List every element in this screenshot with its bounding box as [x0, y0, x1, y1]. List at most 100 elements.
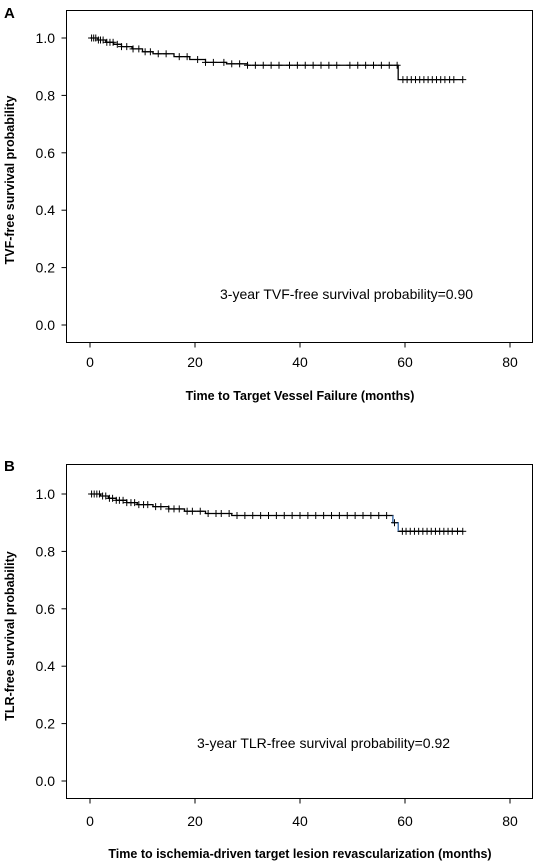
panel-b-censor-mark — [249, 512, 257, 520]
panel-a-y-title: TVF-free survival probability — [3, 96, 17, 265]
panel-a-y-tick-label: 0.6 — [36, 145, 56, 161]
panel-a-censor-mark — [154, 50, 162, 58]
panel-b-censor-mark — [296, 512, 304, 520]
panel-b-y-tick-label: 0.0 — [36, 773, 56, 789]
panel-a-y-tick-label: 0.4 — [36, 202, 56, 218]
panel-b-x-tick-label: 0 — [86, 813, 94, 829]
panel-b-censor-mark — [119, 496, 127, 504]
panel-b-censor-mark — [217, 510, 225, 518]
panel-b-censor-mark — [102, 492, 110, 500]
panel-b-censor-mark — [375, 512, 383, 520]
panel-a: A 0 20 40 60 80 0.0 0.2 0.4 0.6 0.8 1.0 3-year TV… — [3, 5, 533, 403]
panel-b-censor-mark — [241, 512, 249, 520]
panel-b-y-title: TLR-free survival probability — [3, 551, 17, 721]
panel-a-censor-mark — [162, 50, 170, 58]
panel-b-letter: B — [4, 458, 15, 475]
panel-a-censor-mark — [194, 56, 202, 64]
panel-b-censor-mark — [175, 505, 183, 513]
panel-a-x-tick-label: 40 — [292, 354, 308, 370]
panel-a-y-tick-label: 0.2 — [36, 260, 56, 276]
panel-b-censor-mark — [225, 510, 233, 518]
panel-b-x-tick-label: 80 — [502, 813, 518, 829]
panel-b-censor-mark — [367, 512, 375, 520]
panel-a-y-ticks: 0.0 0.2 0.4 0.6 0.8 1.0 — [36, 30, 67, 333]
panel-a-censor-mark — [293, 61, 301, 69]
panel-a-censor-mark — [146, 48, 154, 56]
panel-b-y-tick-label: 0.8 — [36, 543, 56, 559]
panel-a-annotation: 3-year TVF-free survival probability=0.9… — [220, 286, 473, 302]
panel-a-censor-mark — [275, 61, 283, 69]
panel-a-censor-mark — [309, 61, 317, 69]
panel-b-censor-mark — [265, 512, 272, 520]
panel-b-censor-mark — [343, 512, 351, 520]
panel-b-x-ticks: 0 20 40 60 80 — [86, 798, 518, 829]
panel-a-censor-marks — [88, 34, 467, 84]
panel-a-censor-mark — [135, 45, 143, 53]
panel-b-censor-mark — [272, 512, 280, 520]
panel-a-censor-mark — [450, 76, 458, 84]
panel-a-x-tick-label: 20 — [187, 354, 203, 370]
panel-a-censor-mark — [377, 61, 385, 69]
panel-a-x-tick-label: 80 — [502, 354, 518, 370]
panel-a-censor-mark — [175, 53, 183, 61]
panel-a-censor-mark — [109, 38, 117, 46]
panel-a-censor-mark — [259, 61, 267, 69]
panel-a-censor-mark — [459, 76, 467, 84]
panel-a-censor-mark — [99, 36, 107, 44]
panel-b-km-drop-segment — [392, 515, 399, 532]
panel-a-censor-mark — [251, 61, 259, 69]
panel-b: B 0 20 40 60 80 0.0 0.2 0.4 0.6 0.8 1.0 3-year TL… — [3, 458, 533, 861]
panel-b-censor-mark — [109, 494, 117, 502]
panel-b-y-tick-label: 0.6 — [36, 601, 56, 617]
panel-a-censor-mark — [267, 61, 275, 69]
panel-b-censor-mark — [383, 512, 391, 520]
panel-a-censor-mark — [228, 60, 236, 68]
panel-a-censor-mark — [333, 61, 341, 69]
panel-b-censor-mark — [328, 512, 335, 520]
panel-a-censor-mark — [301, 61, 309, 69]
panel-b-censor-mark — [196, 507, 204, 515]
panel-b-censor-mark — [320, 512, 328, 520]
panel-b-annotation: 3-year TLR-free survival probability=0.9… — [197, 735, 450, 751]
panel-a-censor-mark — [354, 61, 362, 69]
panel-b-y-ticks: 0.0 0.2 0.4 0.6 0.8 1.0 — [36, 486, 67, 789]
panel-a-survival-curve — [90, 37, 463, 81]
panel-a-censor-mark — [325, 61, 333, 69]
panel-a-censor-mark — [385, 61, 393, 69]
panel-b-censor-mark — [188, 507, 196, 515]
panel-b-censor-mark — [204, 510, 212, 518]
panel-b-censor-mark — [157, 503, 165, 511]
panel-b-censor-mark — [131, 499, 139, 507]
panel-b-censor-mark — [144, 501, 152, 509]
panel-b-censor-mark — [304, 512, 312, 520]
panel-a-censor-mark — [113, 40, 121, 48]
panel-b-censor-mark — [391, 519, 398, 527]
panel-b-censor-mark — [288, 512, 296, 520]
panel-b-x-title: Time to ischemia-driven target lesion re… — [108, 847, 491, 861]
panel-a-y-tick-label: 1.0 — [36, 30, 56, 46]
panel-a-censor-mark — [286, 61, 293, 69]
panel-a-x-title: Time to Target Vessel Failure (months) — [186, 389, 415, 403]
panel-a-x-ticks: 0 20 40 60 80 — [86, 342, 518, 370]
panel-a-y-tick-label: 0.8 — [36, 87, 56, 103]
panel-b-x-tick-label: 40 — [292, 813, 308, 829]
panel-a-censor-mark — [209, 58, 217, 66]
panel-a-censor-mark — [123, 43, 131, 51]
panel-a-censor-mark — [370, 61, 377, 69]
panel-a-censor-mark — [202, 58, 209, 66]
panel-b-censor-mark — [257, 512, 265, 520]
panel-b-censor-mark — [359, 512, 367, 520]
panel-a-km-step-line — [90, 37, 463, 81]
panel-a-censor-mark — [362, 61, 370, 69]
panel-a-censor-mark — [393, 61, 401, 69]
panel-b-y-tick-label: 0.2 — [36, 716, 56, 732]
panel-b-censor-mark — [280, 512, 288, 520]
panel-b-y-tick-label: 1.0 — [36, 486, 56, 502]
panel-a-censor-mark — [220, 58, 228, 66]
panel-b-censor-mark — [312, 512, 320, 520]
panel-a-censor-mark — [346, 61, 354, 69]
panel-a-censor-mark — [317, 61, 325, 69]
panel-a-y-tick-label: 0.0 — [36, 317, 56, 333]
panel-b-censor-mark — [335, 512, 343, 520]
